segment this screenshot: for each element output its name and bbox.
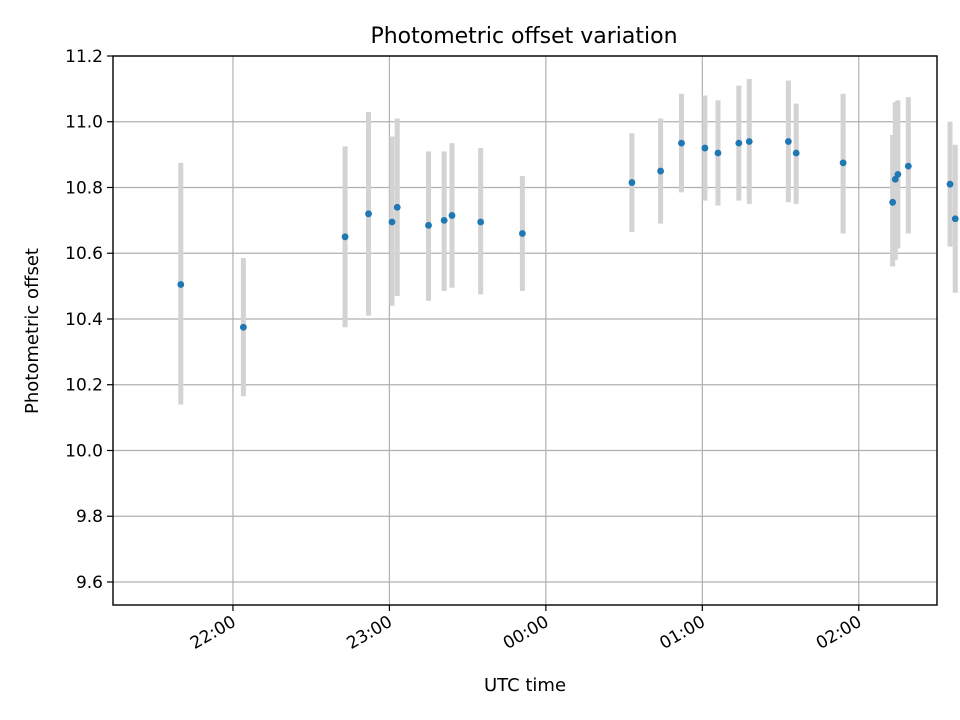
y-axis-ticks: 9.6 9.8 10.0 10.2 10.4 10.6 10.8 11.0 11.2 xyxy=(65,47,113,593)
data-point xyxy=(341,233,349,241)
data-point xyxy=(518,230,526,237)
data-point xyxy=(784,138,792,145)
data-point xyxy=(701,144,709,152)
plot-frame xyxy=(112,55,938,606)
y-axis-label: Photometric offset xyxy=(22,248,43,414)
data-point xyxy=(440,216,448,224)
y-tick-label: 10.8 xyxy=(65,178,103,198)
data-point xyxy=(745,138,753,145)
data-point xyxy=(388,218,396,226)
data-point xyxy=(628,179,636,186)
data-point xyxy=(894,170,902,178)
y-tick-label: 11.2 xyxy=(65,47,103,67)
data-point xyxy=(889,198,897,206)
data-point xyxy=(792,149,800,157)
data-point xyxy=(839,159,847,167)
data-point xyxy=(425,221,432,229)
data-point xyxy=(365,210,372,218)
data-point xyxy=(177,281,185,288)
data-point xyxy=(951,215,959,223)
chart-title: Photometric offset variation xyxy=(370,24,677,49)
y-tick-label: 9.8 xyxy=(76,507,103,527)
y-tick-label: 9.6 xyxy=(76,573,103,593)
data-point xyxy=(735,139,743,147)
y-tick-label: 11.0 xyxy=(65,113,103,133)
data-point xyxy=(946,180,954,188)
data-point xyxy=(904,162,912,170)
data-point xyxy=(678,139,685,147)
data-point xyxy=(657,167,664,175)
data-point xyxy=(714,149,722,157)
data-point xyxy=(239,323,247,331)
data-point xyxy=(393,203,401,211)
data-point xyxy=(477,218,485,226)
y-tick-label: 10.2 xyxy=(65,376,103,396)
data-points xyxy=(177,138,959,331)
data-point xyxy=(448,212,456,219)
x-axis-label: UTC time xyxy=(484,675,566,696)
y-tick-label: 10.0 xyxy=(65,441,103,461)
y-tick-label: 10.6 xyxy=(65,244,103,264)
y-tick-label: 10.4 xyxy=(65,310,103,330)
